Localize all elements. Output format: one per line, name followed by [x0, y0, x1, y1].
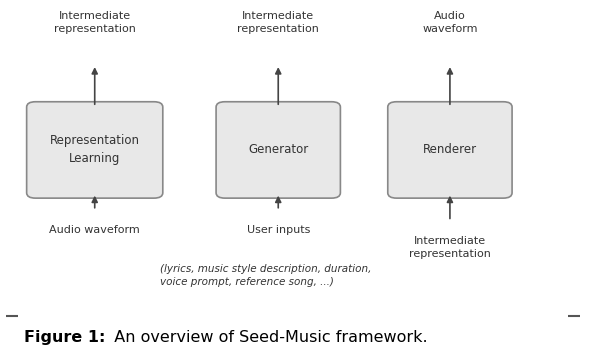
Text: Generator: Generator [248, 144, 308, 156]
FancyBboxPatch shape [388, 102, 512, 198]
Text: (lyrics, music style description, duration,
voice prompt, reference song, ...): (lyrics, music style description, durati… [160, 264, 371, 287]
Text: Renderer: Renderer [423, 144, 477, 156]
FancyBboxPatch shape [216, 102, 340, 198]
Text: Intermediate
representation: Intermediate representation [237, 11, 319, 34]
Text: Figure 1:: Figure 1: [24, 330, 105, 345]
Text: Audio
waveform: Audio waveform [422, 11, 478, 34]
FancyBboxPatch shape [27, 102, 163, 198]
Text: An overview of Seed-Music framework.: An overview of Seed-Music framework. [104, 330, 427, 345]
Text: User inputs: User inputs [246, 225, 310, 235]
Text: Representation
Learning: Representation Learning [50, 135, 140, 165]
Text: Intermediate
representation: Intermediate representation [409, 236, 491, 259]
Text: Audio waveform: Audio waveform [49, 225, 140, 235]
Text: Intermediate
representation: Intermediate representation [54, 11, 136, 34]
